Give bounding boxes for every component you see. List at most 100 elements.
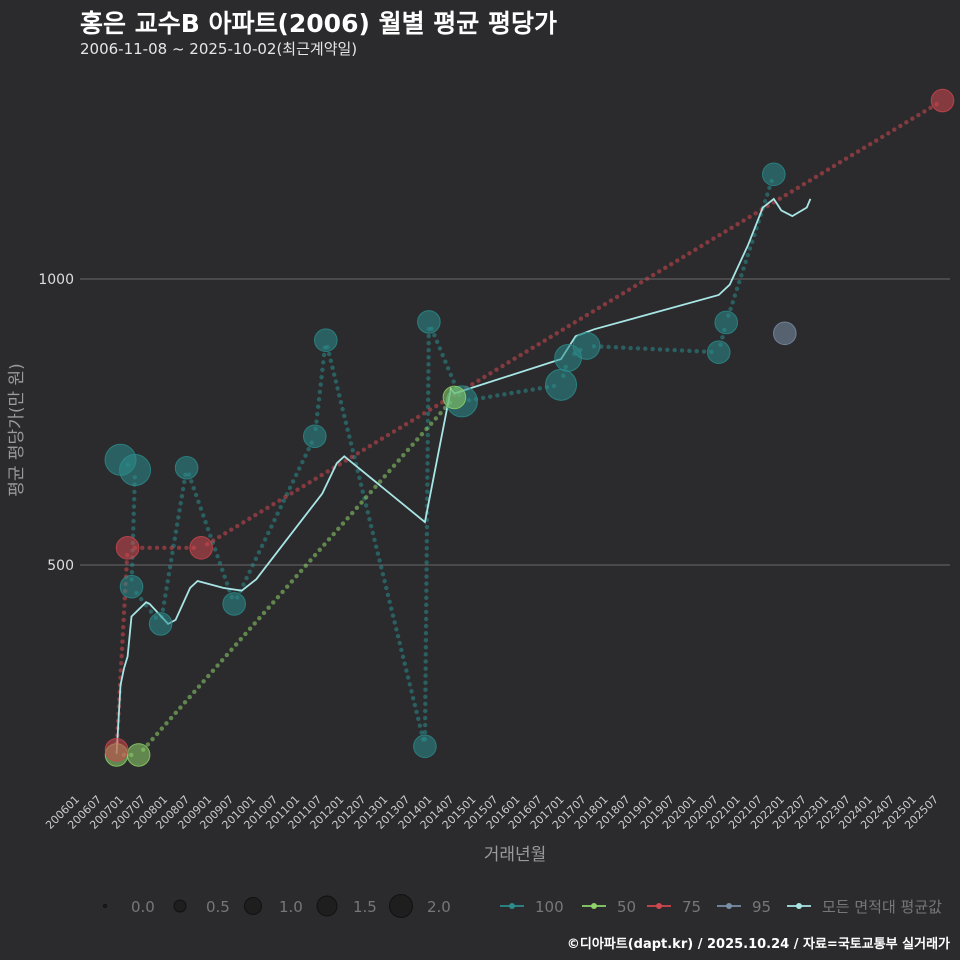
trend-dot-50 [438, 410, 443, 416]
trend-dot-75 [488, 371, 493, 376]
trend-dot-75 [494, 367, 499, 372]
trend-dot-100 [161, 600, 167, 605]
trend-dot-75 [415, 414, 421, 420]
trend-dot-50 [289, 579, 295, 584]
trend-dot-75 [747, 214, 752, 220]
trend-dot-75 [916, 112, 921, 118]
trend-dot-100 [414, 709, 419, 715]
trend-dot-100 [423, 623, 429, 629]
trend-dot-75 [223, 531, 228, 536]
trend-dot-100 [423, 666, 428, 671]
trend-dot-75 [506, 360, 511, 365]
trend-dot-75 [210, 538, 216, 543]
trend-dot-50 [215, 663, 220, 668]
trend-dot-100 [266, 530, 271, 536]
trend-dot-75 [421, 411, 427, 416]
trend-dot-100 [728, 306, 733, 312]
size-legend-symbol [316, 895, 338, 917]
grid [80, 278, 950, 566]
trend-dot-50 [363, 495, 369, 500]
data-point-50 [442, 385, 467, 410]
trend-dot-75 [699, 243, 704, 249]
color-legend-label: 50 [617, 898, 636, 916]
color-legend-dot [509, 903, 515, 909]
data-point-100 [174, 455, 199, 480]
trend-dot-100 [424, 595, 429, 600]
trend-dot-100 [259, 543, 265, 549]
trend-dot-75 [638, 280, 644, 285]
trend-dot-75 [632, 283, 638, 289]
trend-dot-75 [253, 512, 258, 518]
color-legend-dot [591, 903, 597, 909]
trend-dot-75 [518, 352, 523, 358]
trend-dot-75 [590, 309, 596, 314]
trend-dot-75 [319, 472, 324, 478]
trend-dot-100 [530, 387, 535, 392]
trend-dot-75 [910, 116, 915, 121]
trend-dot-100 [425, 482, 430, 487]
trend-dot-100 [201, 513, 206, 518]
trend-dot-50 [382, 474, 387, 479]
trend-dot-100 [355, 468, 360, 474]
trend-dot-75 [119, 653, 124, 659]
trend-dot-100 [360, 489, 365, 494]
trend-dot-100 [130, 562, 135, 568]
trend-dot-100 [321, 360, 326, 365]
data-point-100 [706, 340, 731, 365]
trend-dot-100 [182, 479, 187, 485]
trend-dot-75 [403, 421, 409, 427]
trend-dot-100 [132, 489, 137, 495]
trend-dot-100 [657, 347, 663, 352]
trend-dot-75 [596, 305, 602, 311]
trend-dot-100 [130, 533, 136, 538]
trend-dot-50 [322, 542, 327, 547]
data-point-75 [189, 536, 213, 560]
trend-dot-100 [502, 392, 507, 397]
trend-dot-100 [176, 515, 181, 520]
trend-dot-100 [423, 673, 428, 678]
trend-dot-100 [415, 716, 421, 721]
trend-dot-100 [347, 434, 352, 439]
trend-dot-75 [121, 624, 126, 630]
trend-dot-75 [277, 498, 282, 503]
trend-dot-75 [825, 167, 831, 172]
trend-dot-100 [367, 516, 372, 522]
trend-dot-50 [178, 705, 183, 710]
trend-dot-75 [524, 349, 529, 354]
trend-dot-75 [283, 494, 288, 500]
trend-dot-50 [308, 558, 313, 563]
trend-dot-100 [743, 259, 748, 265]
trend-dot-75 [898, 123, 903, 129]
trend-dot-100 [387, 599, 392, 604]
trend-dot-50 [243, 631, 248, 637]
trend-dot-100 [399, 647, 404, 653]
trend-dot-100 [178, 501, 183, 506]
trend-dot-50 [312, 552, 318, 558]
trend-dot-75 [121, 610, 127, 615]
trend-dot-75 [307, 480, 312, 485]
trend-dot-75 [241, 520, 246, 525]
trend-dot-100 [425, 489, 430, 494]
trend-dot-75 [880, 134, 885, 140]
trend-dot-100 [131, 526, 136, 531]
trend-dot-50 [266, 605, 271, 610]
trend-dot-75 [397, 425, 403, 431]
trend-dot-100 [423, 645, 429, 650]
trend-dot-75 [687, 251, 692, 256]
trend-dot-75 [693, 247, 698, 252]
trend-dot-75 [427, 407, 433, 412]
data-point-100 [714, 310, 739, 335]
trend-dot-100 [426, 383, 431, 388]
trend-dot-100 [734, 286, 740, 292]
size-legend-symbol [103, 904, 107, 908]
trend-dot-100 [621, 345, 626, 350]
trend-dot-100 [400, 654, 406, 660]
trend-dot-75 [289, 491, 294, 496]
trend-dot-100 [628, 345, 633, 351]
trend-dot-100 [198, 506, 204, 511]
trend-dot-75 [235, 523, 240, 529]
trend-dot-100 [131, 504, 137, 509]
trend-dot-100 [448, 372, 454, 378]
trend-dot-100 [215, 554, 220, 559]
trend-dot-50 [350, 510, 355, 516]
